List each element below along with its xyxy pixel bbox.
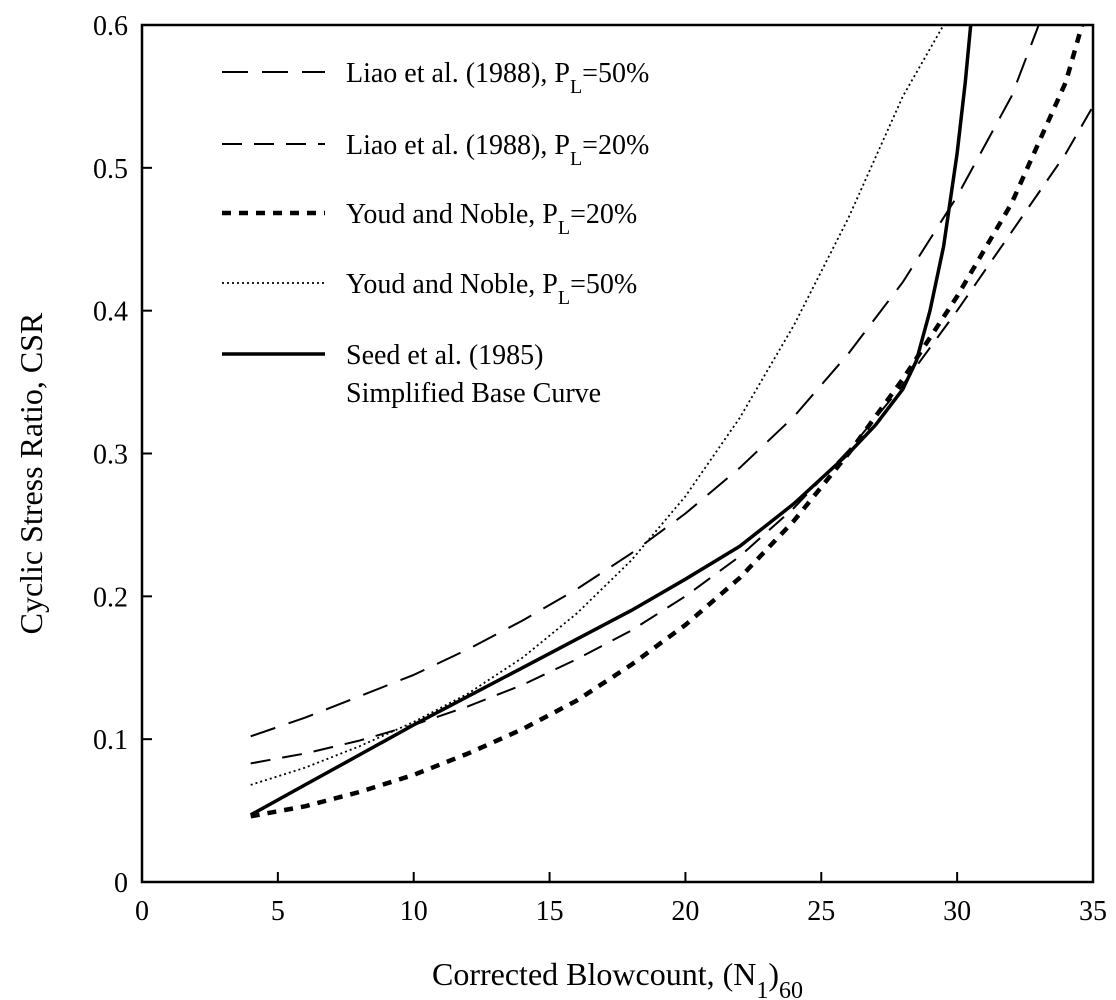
y-tick-label: 0.4 xyxy=(93,297,128,328)
x-tick-label: 25 xyxy=(807,896,835,927)
x-tick-label: 0 xyxy=(135,896,149,927)
y-tick-label: 0.5 xyxy=(93,154,128,185)
y-tick-label: 0.2 xyxy=(93,582,128,613)
liao-pl50-curve xyxy=(250,25,1040,738)
axis-ticks: 0 5 10 15 20 25 30 35 0 0.1 0.2 0.3 0.4 0.5 0.6 xyxy=(93,11,1107,927)
x-tick-label: 5 xyxy=(271,896,285,927)
youd-noble-pl50-curve xyxy=(250,25,945,786)
youd-noble-pl20-curve xyxy=(250,25,1085,819)
liao-pl20-curve xyxy=(250,105,1093,765)
legend-label: Liao et al. (1988), PL=50% xyxy=(346,58,649,98)
y-tick-label: 0.6 xyxy=(93,11,128,42)
y-tick-label: 0 xyxy=(114,868,128,899)
series-layer xyxy=(249,25,1093,819)
legend-label: Youd and Noble, PL=20% xyxy=(346,199,637,239)
y-tick-label: 0.3 xyxy=(93,440,128,471)
x-tick-label: 10 xyxy=(400,896,428,927)
legend-label-line2: Simplified Base Curve xyxy=(346,378,601,409)
legend-label: Youd and Noble, PL=50% xyxy=(346,269,637,309)
y-tick-label: 0.1 xyxy=(93,725,128,756)
x-tick-label: 30 xyxy=(943,896,971,927)
seed-base-curve xyxy=(249,25,973,817)
legend: Liao et al. (1988), PL=50% Liao et al. (1… xyxy=(222,58,649,409)
x-tick-label: 35 xyxy=(1079,896,1107,927)
x-tick-label: 20 xyxy=(671,896,699,927)
legend-label: Seed et al. (1985) xyxy=(346,340,544,371)
y-axis-title: Cyclic Stress Ratio, CSR xyxy=(13,312,49,634)
x-axis-title: Corrected Blowcount, (N1)60 xyxy=(432,956,803,1000)
x-tick-label: 15 xyxy=(536,896,564,927)
legend-label: Liao et al. (1988), PL=20% xyxy=(346,130,649,170)
